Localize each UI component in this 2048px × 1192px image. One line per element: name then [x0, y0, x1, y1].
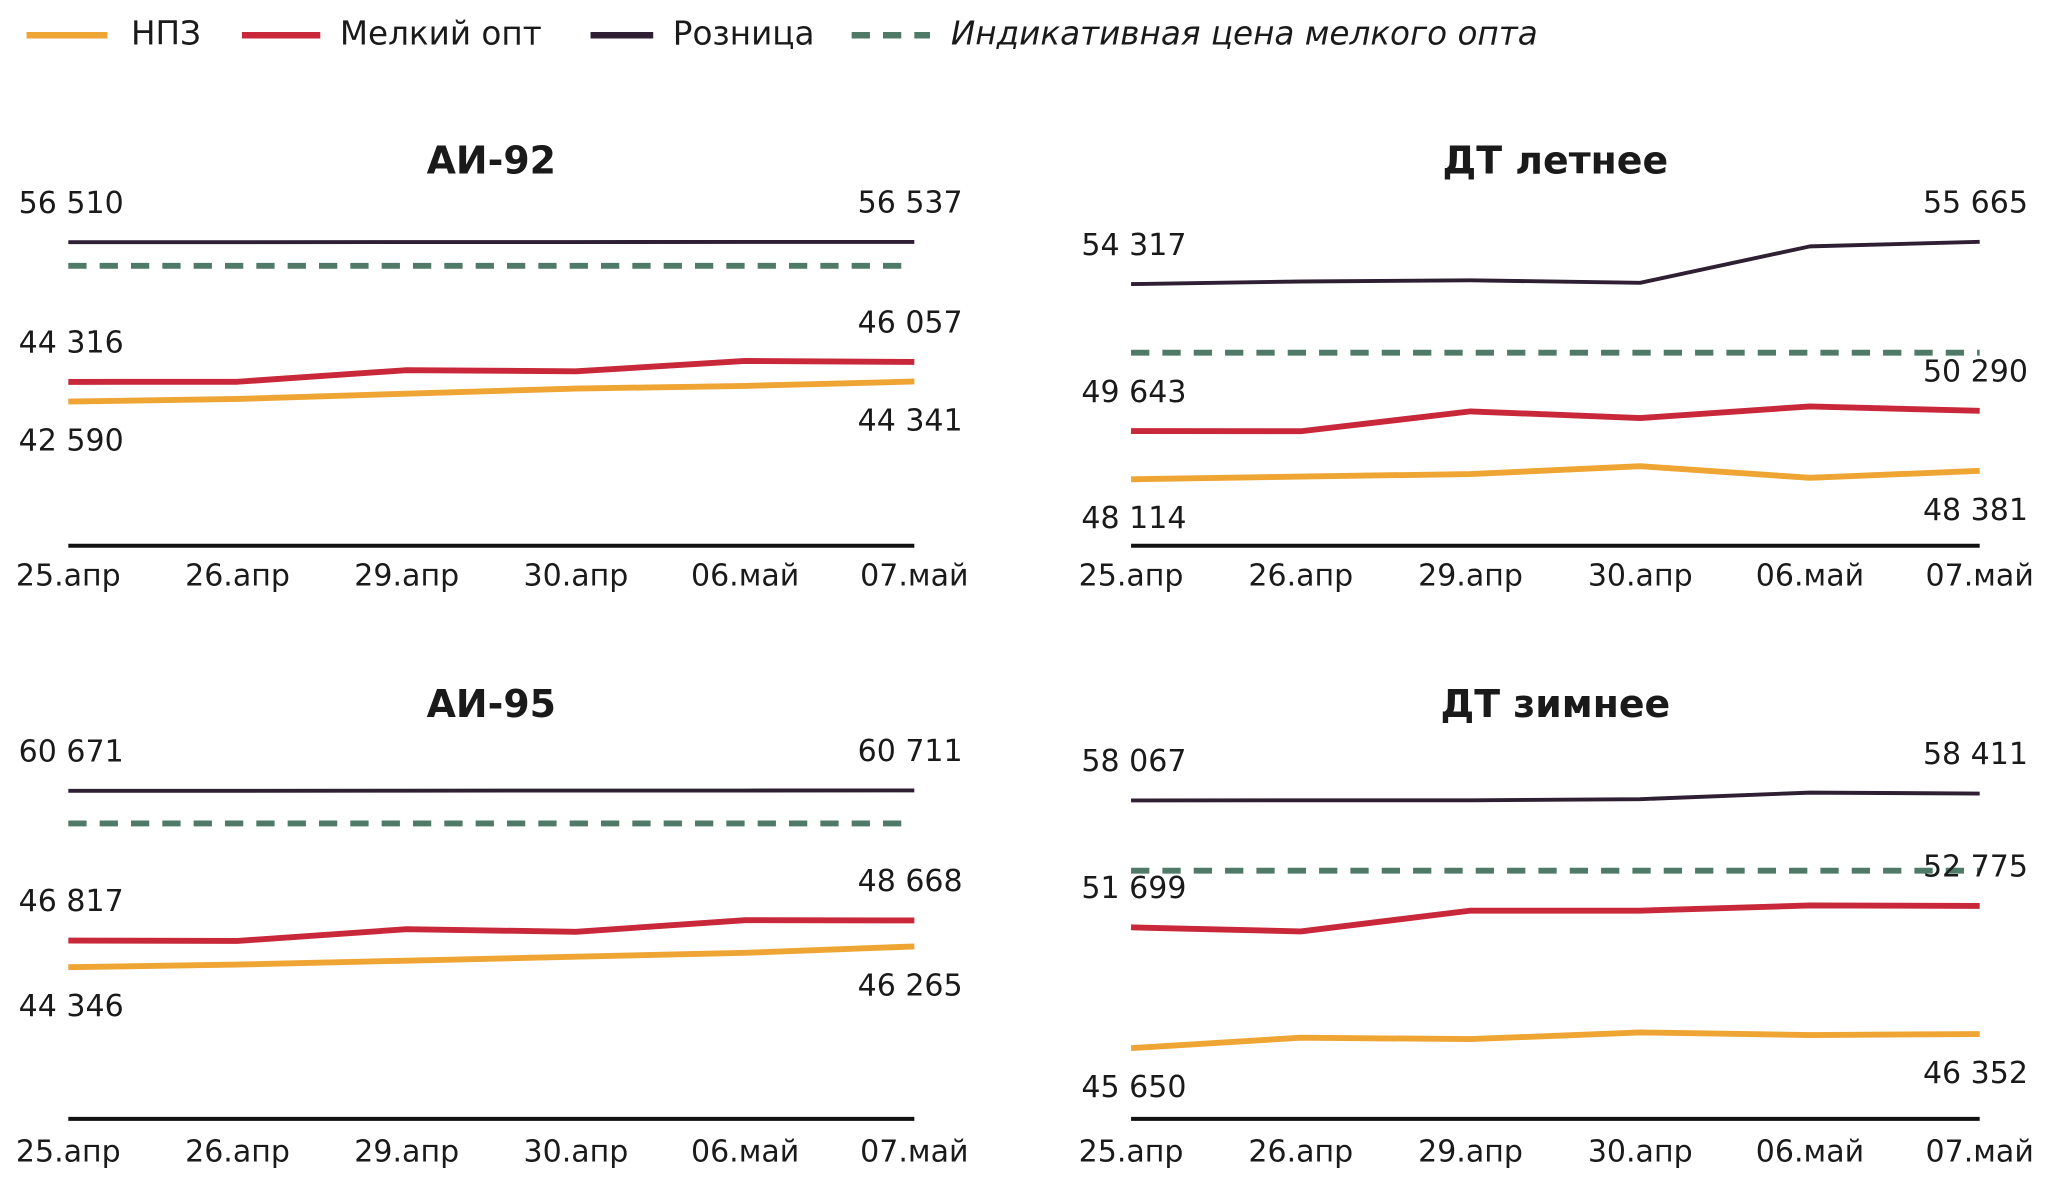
legend-label: Розница: [673, 14, 815, 52]
x-tick-label: 06.май: [1756, 559, 1864, 594]
value-label: 49 643: [1081, 375, 1186, 410]
value-label: 52 775: [1923, 850, 2028, 885]
value-label: 42 590: [19, 424, 124, 459]
value-label: 44 341: [858, 404, 963, 439]
value-label: 46 265: [858, 968, 963, 1003]
value-label: 44 346: [19, 989, 124, 1024]
value-label: 48 668: [858, 864, 963, 899]
x-tick-label: 29.апр: [1418, 559, 1523, 594]
chart-title: АИ-95: [427, 682, 556, 726]
x-tick-label: 07.май: [860, 1134, 968, 1169]
legend-label: НПЗ: [131, 14, 201, 52]
value-label: 46 057: [858, 306, 963, 341]
x-tick-label: 07.май: [860, 559, 968, 594]
value-label: 46 817: [19, 884, 124, 919]
x-tick-label: 26.апр: [185, 559, 290, 594]
series-line: [68, 378, 915, 405]
value-label: 60 711: [858, 734, 963, 769]
value-label: 48 114: [1081, 501, 1186, 536]
value-label: 50 290: [1923, 354, 2028, 389]
x-tick-label: 07.май: [1926, 1134, 2034, 1169]
x-tick-label: 26.апр: [1248, 559, 1353, 594]
value-label: 54 317: [1081, 228, 1186, 263]
x-tick-label: 30.апр: [1588, 559, 1693, 594]
x-tick-label: 30.апр: [524, 1134, 629, 1169]
x-tick-label: 25.апр: [16, 1134, 121, 1169]
value-label: 58 067: [1081, 744, 1186, 779]
chart-title: АИ-92: [427, 139, 556, 183]
value-label: 48 381: [1923, 493, 2028, 528]
value-label: 60 671: [19, 734, 124, 769]
series-line: [1130, 1029, 1980, 1052]
x-tick-label: 29.апр: [1418, 1134, 1523, 1169]
x-tick-label: 26.апр: [185, 1134, 290, 1169]
x-tick-label: 06.май: [1756, 1134, 1864, 1169]
x-tick-label: 29.апр: [354, 559, 459, 594]
x-tick-label: 30.апр: [524, 559, 629, 594]
value-label: 51 699: [1081, 871, 1186, 906]
series-line: [1130, 902, 1980, 935]
x-tick-label: 25.апр: [1079, 559, 1184, 594]
series-line: [1131, 239, 1980, 287]
series-line: [1131, 403, 1980, 435]
series-line: [1131, 463, 1980, 483]
x-tick-label: 29.апр: [354, 1134, 459, 1169]
value-label: 56 537: [858, 186, 963, 221]
x-tick-label: 06.май: [691, 559, 799, 594]
legend-label: Индикативная цена мелкого опта: [951, 14, 1538, 52]
x-tick-label: 26.апр: [1248, 1134, 1353, 1169]
x-tick-label: 06.май: [691, 1134, 799, 1169]
value-label: 45 650: [1081, 1070, 1186, 1105]
value-label: 44 316: [19, 325, 124, 360]
x-tick-label: 07.май: [1926, 559, 2034, 594]
series-line: [68, 917, 915, 944]
series-line: [68, 358, 915, 385]
x-tick-label: 25.апр: [1079, 1134, 1184, 1169]
series-line: [68, 943, 915, 971]
x-tick-label: 25.апр: [16, 559, 121, 594]
x-tick-label: 30.апр: [1588, 1134, 1693, 1169]
chart-title: ДТ зимнее: [1441, 682, 1671, 726]
value-label: 55 665: [1923, 185, 2028, 220]
value-label: 56 510: [19, 186, 124, 221]
value-label: 46 352: [1923, 1056, 2028, 1091]
chart-title: ДТ летнее: [1443, 139, 1669, 183]
legend-label: Мелкий опт: [340, 14, 542, 52]
series-line: [1131, 790, 1980, 803]
value-label: 58 411: [1923, 737, 2028, 772]
